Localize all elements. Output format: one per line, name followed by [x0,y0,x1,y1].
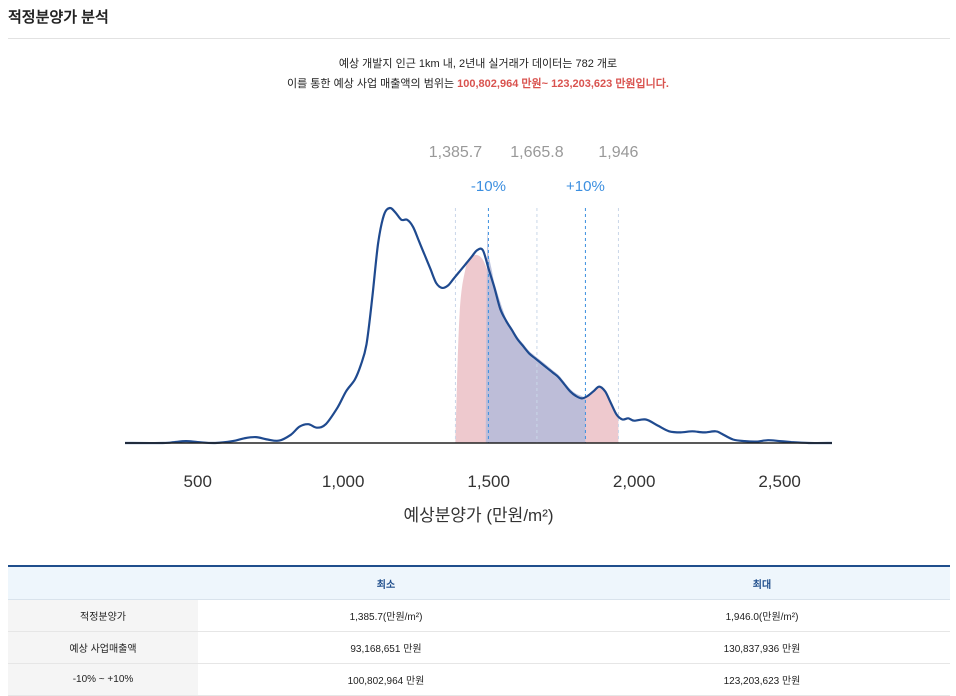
table-row: -10% ~ +10% 100,802,964 만원 123,203,623 만… [8,663,950,696]
row-label: -10% ~ +10% [8,663,198,696]
x-axis-label: 예상분양가 (만원/m²) [403,506,553,525]
row-max-value: 1,946.0(만원/m²) [574,599,950,632]
marker-label: 1,385.7 [429,144,482,161]
row-max-value: 130,837,936 만원 [574,631,950,664]
marker-label: 1,946 [598,144,638,161]
x-tick-label: 1,000 [322,472,365,491]
x-tick-label: 2,000 [613,472,656,491]
row-label: 예상 사업매출액 [8,631,198,664]
title-divider [8,38,950,39]
page-title: 적정분양가 분석 [8,9,109,26]
summary-text: 예상 개발지 인근 1km 내, 2년내 실거래가 데이터는 782 개로 이를… [0,54,956,94]
density-chart: 1,385.7 1,665.8 1,946 -10% +10% 500 1,000 1,500… [124,144,833,525]
summary-line-1: 예상 개발지 인근 1km 내, 2년내 실거래가 데이터는 782 개로 [338,58,618,70]
density-line [124,206,833,445]
x-tick-label: 2,500 [758,472,801,491]
row-min-value: 93,168,651 만원 [198,631,574,664]
table-header-blank [8,565,198,600]
row-min-value: 100,802,964 만원 [198,663,574,696]
table-header-max: 최대 [574,565,950,600]
pct-marker-label: +10% [566,178,605,195]
pct-marker-label: -10% [471,178,506,195]
row-min-value: 1,385.7(만원/m²) [198,599,574,632]
result-table: 최소 최대 적정분양가 1,385.7(만원/m²) 1,946.0(만원/m²… [8,565,950,696]
row-max-value: 123,203,623 만원 [574,663,950,696]
row-label: 적정분양가 [8,599,198,632]
table-header-row: 최소 최대 [8,565,950,600]
marker-label: 1,665.8 [510,144,563,161]
x-tick-label: 500 [184,472,212,491]
table-row: 예상 사업매출액 93,168,651 만원 130,837,936 만원 [8,631,950,664]
table-row: 적정분양가 1,385.7(만원/m²) 1,946.0(만원/m²) [8,599,950,632]
summary-line-2-prefix: 이를 통한 예상 사업 매출액의 범위는 [287,78,458,90]
range-fill-blue [485,229,586,443]
table-header-min: 최소 [198,565,574,600]
summary-highlight-range: 100,802,964 만원~ 123,203,623 만원입니다. [457,78,669,90]
summary-line-2: 이를 통한 예상 사업 매출액의 범위는 100,802,964 만원~ 123… [0,74,956,94]
x-tick-label: 1,500 [467,472,510,491]
